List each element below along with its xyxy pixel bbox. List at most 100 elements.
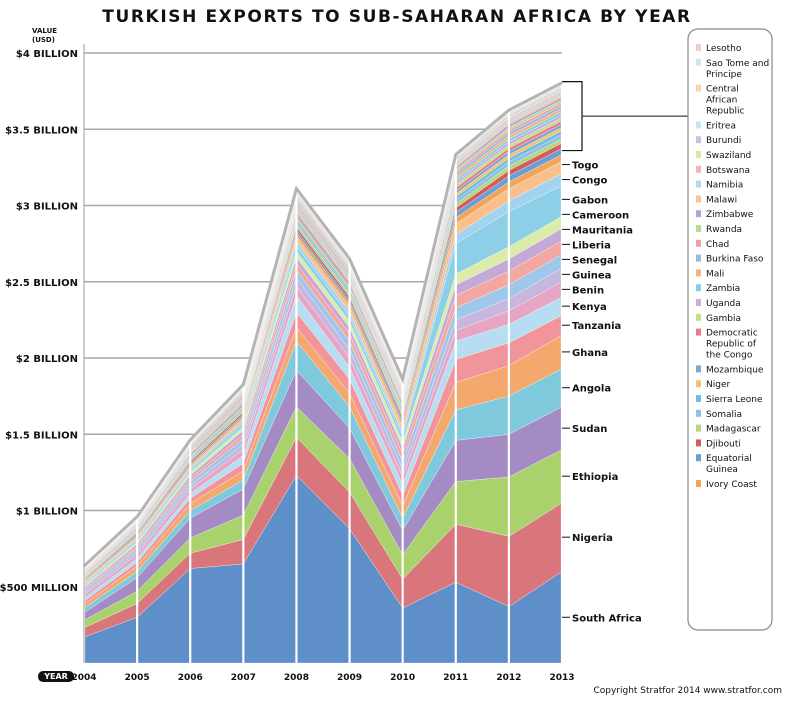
x-tick-label: 2009 xyxy=(337,673,362,683)
year-lines xyxy=(82,81,564,663)
legend-label-line: Uganda xyxy=(706,299,741,309)
legend-label-line: Sierra Leone xyxy=(706,395,763,405)
x-tick-label: 2012 xyxy=(496,673,521,683)
legend-swatch-swaziland xyxy=(696,151,701,158)
legend-label-lesotho: Lesotho xyxy=(706,44,742,54)
legend-box xyxy=(687,28,773,631)
series-label-liberia: Liberia xyxy=(572,240,611,251)
legend-swatch-eritrea xyxy=(696,121,701,129)
legend-label-equatorial-guinea: Equatorial Guinea xyxy=(706,454,752,475)
series-label-ghana: Ghana xyxy=(572,348,608,359)
y-axis-unit-label-line-1: VALUE xyxy=(32,27,57,35)
legend-label-swaziland: Swaziland xyxy=(706,151,751,161)
legend-swatch-chad xyxy=(696,239,701,247)
x-axis-label-pill xyxy=(38,671,74,682)
legend-label-line: Ivory Coast xyxy=(706,480,757,490)
series-label-kenya: Kenya xyxy=(572,302,607,313)
legend-label-line: Democratic xyxy=(706,329,758,339)
y-tick-label: $3 BILLION xyxy=(16,202,78,213)
legend-swatch-burundi xyxy=(696,136,701,144)
series-labels: South Africa Nigeria Ethiopia Sudan Angola Gh… xyxy=(562,81,688,624)
legend-swatch-madagascar xyxy=(696,424,701,432)
legend-swatch-mali xyxy=(696,269,701,277)
series-label-south-africa: South Africa xyxy=(572,613,642,624)
legend-label-line: Zambia xyxy=(706,284,740,294)
legend-label-somalia: Somalia xyxy=(706,410,742,420)
x-tick-label: 2004 xyxy=(71,673,96,683)
legend-label-line: Equatorial xyxy=(706,454,752,464)
y-tick-label: $2 BILLION xyxy=(16,354,78,365)
legend-label-line: Zimbabwe xyxy=(706,210,754,220)
legend-swatch-botswana xyxy=(696,165,701,173)
series-label-sudan: Sudan xyxy=(572,424,607,435)
legend-label-line: Swaziland xyxy=(706,151,751,161)
series-label-togo: Togo xyxy=(572,161,599,172)
legend-label-line: Somalia xyxy=(706,410,742,420)
x-tick-label: 2007 xyxy=(231,673,256,683)
series-label-gabon: Gabon xyxy=(572,195,608,206)
x-tick-label: 2013 xyxy=(549,673,574,683)
x-axis-label: YEAR xyxy=(43,672,68,681)
legend-label-sao-tome-and-principe: Sao Tome and Principe xyxy=(706,59,769,80)
legend: Lesotho Sao Tome and Principe Central Africa… xyxy=(687,28,773,631)
series-label-benin: Benin xyxy=(572,285,604,296)
legend-label-eritrea: Eritrea xyxy=(706,121,736,131)
legend-label-line: Chad xyxy=(706,240,729,250)
series-label-mauritania: Mauritania xyxy=(572,225,633,236)
legend-label-line: Niger xyxy=(706,380,730,390)
legend-label-botswana: Botswana xyxy=(706,166,750,176)
legend-label-line: Republic xyxy=(706,107,745,117)
series-label-congo: Congo xyxy=(572,176,607,187)
legend-swatch-uganda xyxy=(696,299,701,306)
legend-label-line: Djibouti xyxy=(706,439,741,449)
y-axis-unit-label-line-2: (USD) xyxy=(32,36,55,44)
legend-label-line: Gambia xyxy=(706,314,741,324)
legend-swatch-sierra-leone xyxy=(696,395,701,402)
x-tick-label: 2005 xyxy=(125,673,150,683)
legend-swatch-malawi xyxy=(696,195,701,203)
legend-label-line: Guinea xyxy=(706,465,738,475)
legend-swatch-zimbabwe xyxy=(696,210,701,218)
legend-swatch-ivory-coast xyxy=(696,480,701,487)
legend-swatch-equatorial-guinea xyxy=(696,454,701,462)
legend-label-line: the Congo xyxy=(706,351,753,361)
axes: $500 MILLION $1 BILLION $1.5 BILLION $2 BIL… xyxy=(0,44,575,683)
legend-label-line: Eritrea xyxy=(706,121,736,131)
legend-label-gambia: Gambia xyxy=(706,314,741,324)
legend-label-line: Mozambique xyxy=(706,365,764,375)
legend-label-line: Lesotho xyxy=(706,44,742,54)
legend-swatch-zambia xyxy=(696,284,701,292)
legend-label-line: Botswana xyxy=(706,166,750,176)
legend-label-line: Namibia xyxy=(706,181,743,191)
legend-label-line: Madagascar xyxy=(706,425,761,435)
total-outline xyxy=(82,81,563,568)
legend-label-niger: Niger xyxy=(706,380,730,390)
legend-label-burundi: Burundi xyxy=(706,136,741,146)
legend-label-zambia: Zambia xyxy=(706,284,740,294)
legend-label-line: Principe xyxy=(706,70,742,80)
series-label-tanzania: Tanzania xyxy=(572,321,621,332)
legend-swatch-central-african-republic xyxy=(696,84,701,92)
legend-label-mozambique: Mozambique xyxy=(706,365,764,375)
x-tick-label: 2008 xyxy=(284,673,309,683)
legend-label-democratic-republic-of-the-congo: Democratic Republic of the Congo xyxy=(706,329,758,361)
y-tick-label: $2.5 BILLION xyxy=(5,278,78,289)
copyright-text: Copyright Stratfor 2014 www.stratfor.com xyxy=(593,686,782,696)
legend-swatch-rwanda xyxy=(696,225,701,232)
legend-swatch-djibouti xyxy=(696,439,701,447)
y-tick-label: $1 BILLION xyxy=(16,507,78,518)
series-label-nigeria: Nigeria xyxy=(572,533,613,544)
legend-label-rwanda: Rwanda xyxy=(706,225,742,235)
legend-label-line: Rwanda xyxy=(706,225,742,235)
legend-swatch-sao-tome-and-principe xyxy=(696,58,701,66)
y-tick-label: $1.5 BILLION xyxy=(5,430,78,441)
legend-label-line: Central xyxy=(706,85,739,95)
legend-bracket xyxy=(562,81,583,152)
series-label-guinea: Guinea xyxy=(572,270,611,281)
legend-label-madagascar: Madagascar xyxy=(706,425,761,435)
legend-label-sierra-leone: Sierra Leone xyxy=(706,395,763,405)
legend-swatch-democratic-republic-of-the-congo xyxy=(696,328,701,336)
legend-label-burkina-faso: Burkina Faso xyxy=(706,255,764,265)
